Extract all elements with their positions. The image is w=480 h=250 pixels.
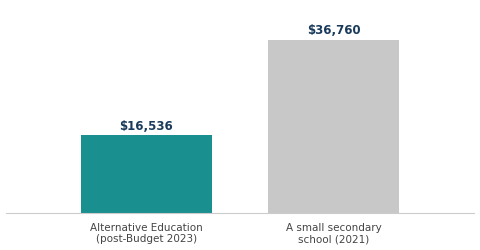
Text: $36,760: $36,760 bbox=[307, 24, 360, 37]
Text: $16,536: $16,536 bbox=[120, 120, 173, 133]
Bar bbox=[268, 40, 399, 213]
Bar bbox=[81, 135, 212, 213]
